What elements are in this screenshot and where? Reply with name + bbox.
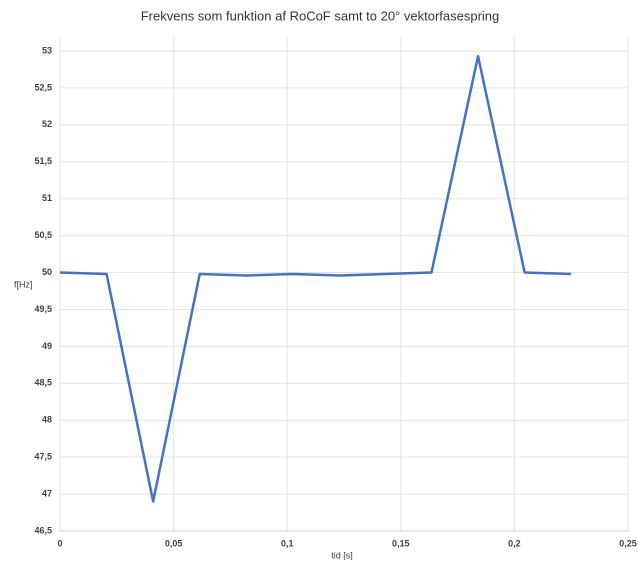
y-tick-label: 46,5 [34, 525, 52, 535]
y-tick-label: 51,5 [34, 156, 52, 166]
y-tick-label: 47 [42, 488, 52, 498]
y-tick-label: 51 [42, 193, 52, 203]
y-tick-label: 48,5 [34, 378, 52, 388]
x-axis-label: tid [s] [331, 550, 353, 560]
y-tick-label: 49 [42, 341, 52, 351]
x-tick-label: 0 [57, 538, 62, 548]
chart-title: Frekvens som funktion af RoCoF samt to 2… [141, 8, 500, 23]
y-axis-label: f[Hz] [14, 279, 33, 289]
x-tick-label: 0,2 [508, 538, 521, 548]
y-tick-label: 49,5 [34, 304, 52, 314]
x-tick-label: 0,25 [619, 538, 637, 548]
data-line [59, 54, 572, 503]
y-tick-label: 47,5 [34, 452, 52, 462]
y-tick-label: 50,5 [34, 230, 52, 240]
x-tick-label: 0,05 [165, 538, 183, 548]
y-tick-label: 52,5 [34, 82, 52, 92]
y-tick-label: 52 [42, 119, 52, 129]
y-tick-label: 50 [42, 267, 52, 277]
x-tick-label: 0,1 [281, 538, 294, 548]
y-tick-label: 53 [42, 45, 52, 55]
y-tick-label: 48 [42, 415, 52, 425]
x-tick-label: 0,15 [392, 538, 410, 548]
